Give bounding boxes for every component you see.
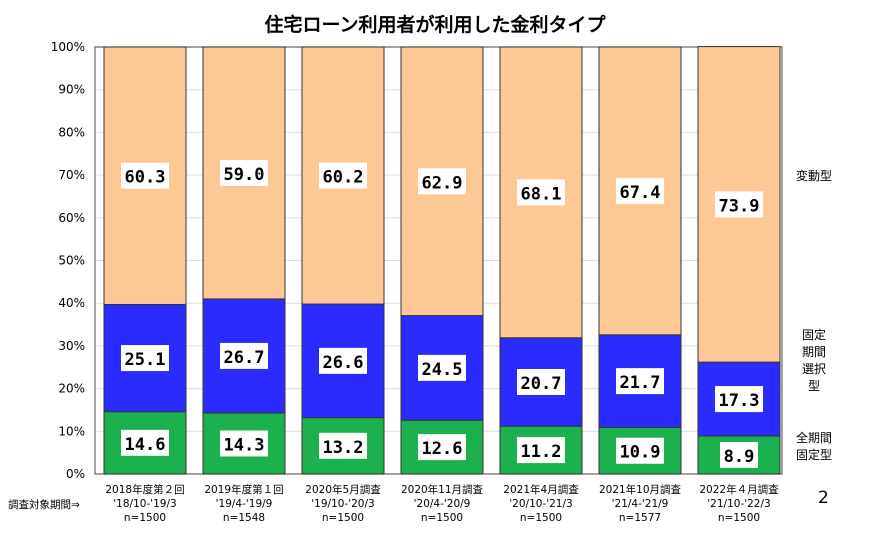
data-label-box bbox=[220, 159, 268, 186]
data-label-box bbox=[220, 430, 268, 457]
category-label: 2021年4月調査 '20/10-'21/3 n=1500 bbox=[486, 483, 596, 525]
category-n: n=1548 bbox=[222, 512, 266, 524]
data-label: 68.1 bbox=[521, 184, 562, 204]
category-n: n=1500 bbox=[123, 512, 167, 524]
category-n: n=1577 bbox=[618, 512, 662, 524]
data-label: 62.9 bbox=[422, 173, 463, 193]
category-survey: 2021年10月調査 bbox=[598, 484, 682, 496]
category-period: '20/4-'20/9 bbox=[413, 498, 471, 510]
category-survey: 2021年4月調査 bbox=[503, 484, 579, 496]
y-tick-label: 70% bbox=[58, 168, 85, 182]
legend-text: 固定 bbox=[801, 328, 826, 342]
y-tick-label: 0% bbox=[66, 467, 85, 481]
category-period: '19/4-'19/9 bbox=[215, 498, 273, 510]
data-label-box bbox=[121, 345, 169, 372]
period-label: 調査対象期間⇒ bbox=[8, 499, 80, 511]
data-label: 59.0 bbox=[224, 165, 265, 185]
data-label: 25.1 bbox=[125, 350, 166, 370]
data-label-box bbox=[418, 434, 466, 461]
category-survey: 2018年度第２回 bbox=[105, 484, 185, 496]
data-label-box bbox=[121, 429, 169, 456]
data-label-box bbox=[319, 347, 367, 374]
legend-entry: 固定 期間 選択型 bbox=[790, 327, 838, 395]
data-label-box bbox=[319, 162, 367, 189]
category-period: '21/4-'21/9 bbox=[611, 498, 669, 510]
data-label: 24.5 bbox=[422, 360, 463, 380]
category-period: '18/10-'19/3 bbox=[113, 498, 177, 510]
legend-text: 期間 bbox=[801, 345, 826, 359]
data-label: 60.2 bbox=[323, 168, 364, 188]
legend-text: 型 bbox=[807, 379, 820, 393]
category-label: 2021年10月調査 '21/4-'21/9 n=1577 bbox=[585, 483, 695, 525]
data-label-box bbox=[720, 441, 758, 468]
category-period: '20/10-'21/3 bbox=[509, 498, 573, 510]
data-label-box bbox=[616, 368, 664, 395]
y-tick-label: 50% bbox=[58, 254, 85, 268]
y-tick-label: 40% bbox=[58, 296, 85, 310]
data-label: 13.2 bbox=[323, 438, 364, 458]
data-label: 26.7 bbox=[224, 348, 265, 368]
legend-text: 選択 bbox=[801, 362, 826, 376]
data-label: 26.6 bbox=[323, 353, 364, 373]
category-n: n=1500 bbox=[717, 512, 761, 524]
data-label-box bbox=[220, 342, 268, 369]
y-tick-label: 100% bbox=[51, 40, 85, 54]
legend-text: 全期間 bbox=[795, 431, 832, 445]
data-label-box bbox=[517, 368, 565, 395]
category-period: '21/10-'22/3 bbox=[707, 498, 771, 510]
data-label: 17.3 bbox=[719, 391, 760, 411]
y-tick-label: 10% bbox=[58, 424, 85, 438]
data-label-box bbox=[418, 168, 466, 195]
legend-text: 変動型 bbox=[795, 169, 832, 183]
data-label: 14.3 bbox=[224, 435, 265, 455]
category-survey: 2020年5月調査 bbox=[305, 484, 381, 496]
legend-entry: 全期間 固定型 bbox=[790, 430, 838, 464]
category-survey: 2019年度第１回 bbox=[204, 484, 284, 496]
category-label: 2018年度第２回 '18/10-'19/3 n=1500 bbox=[90, 483, 200, 525]
category-period: '19/10-'20/3 bbox=[311, 498, 375, 510]
category-label: 2020年5月調査 '19/10-'20/3 n=1500 bbox=[288, 483, 398, 525]
category-label: 2022年４月調査 '21/10-'22/3 n=1500 bbox=[684, 483, 794, 525]
data-label: 60.3 bbox=[125, 168, 166, 188]
y-tick-label: 60% bbox=[58, 211, 85, 225]
category-n: n=1500 bbox=[519, 512, 563, 524]
data-label: 12.6 bbox=[422, 439, 463, 459]
y-tick-label: 20% bbox=[58, 382, 85, 396]
y-tick-label: 30% bbox=[58, 339, 85, 353]
data-label-box bbox=[616, 177, 664, 204]
page-number: 2 bbox=[818, 488, 829, 508]
data-label-box bbox=[517, 179, 565, 206]
data-label: 10.9 bbox=[620, 443, 661, 463]
legend-text: 固定型 bbox=[795, 448, 832, 462]
category-n: n=1500 bbox=[321, 512, 365, 524]
data-label: 21.7 bbox=[620, 373, 661, 393]
data-label-box bbox=[715, 191, 763, 218]
data-label: 73.9 bbox=[719, 196, 760, 216]
data-label: 8.9 bbox=[724, 447, 755, 467]
data-label: 67.4 bbox=[620, 183, 661, 203]
data-label-box bbox=[616, 437, 664, 464]
category-survey: 2022年４月調査 bbox=[699, 484, 779, 496]
category-label: 2020年11月調査 '20/4-'20/9 n=1500 bbox=[387, 483, 497, 525]
data-label: 11.2 bbox=[521, 442, 562, 462]
data-label-box bbox=[121, 162, 169, 189]
y-tick-label: 80% bbox=[58, 125, 85, 139]
data-label-box bbox=[319, 432, 367, 459]
data-label: 20.7 bbox=[521, 374, 562, 394]
data-label: 14.6 bbox=[125, 435, 166, 455]
legend-entry: 変動型 bbox=[790, 168, 838, 185]
y-tick-label: 90% bbox=[58, 83, 85, 97]
category-survey: 2020年11月調査 bbox=[400, 484, 484, 496]
chart-title: 住宅ローン利用者が利用した金利タイプ bbox=[264, 14, 606, 36]
data-label-box bbox=[517, 437, 565, 464]
category-n: n=1500 bbox=[420, 512, 464, 524]
data-label-box bbox=[418, 354, 466, 381]
category-label: 2019年度第１回 '19/4-'19/9 n=1548 bbox=[189, 483, 299, 525]
data-label-box bbox=[715, 386, 763, 413]
